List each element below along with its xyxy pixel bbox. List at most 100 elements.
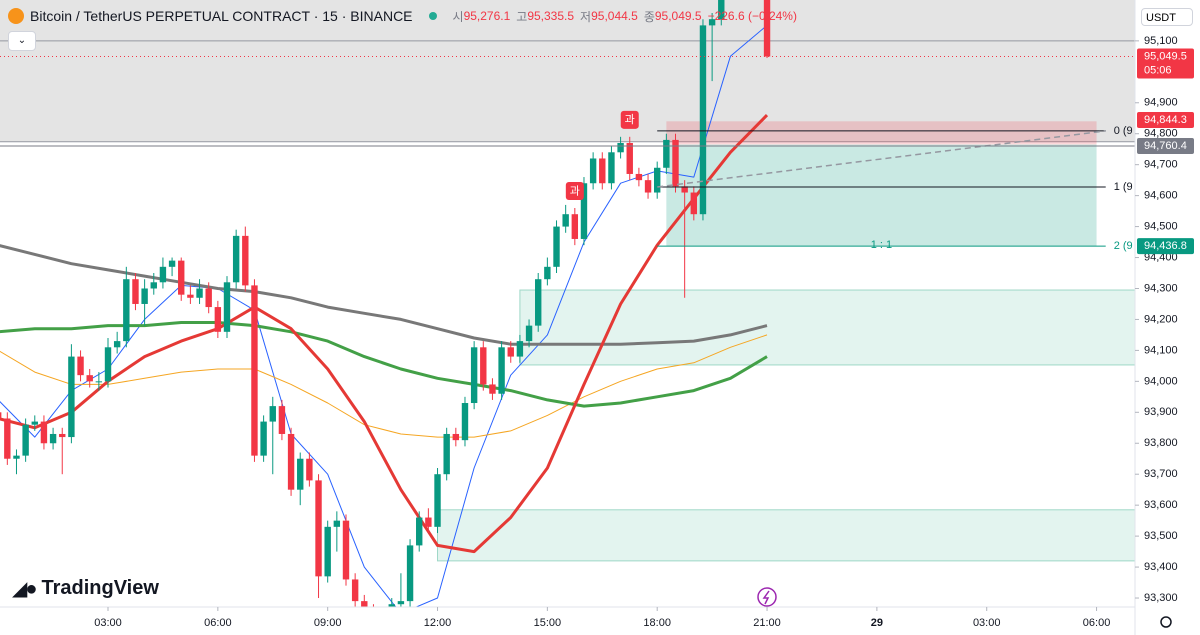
y-tick-label: 94,400 (1144, 251, 1178, 263)
y-tick-label: 93,500 (1144, 530, 1178, 542)
candle-body (461, 403, 469, 441)
open-value: 95,276.1 (463, 9, 511, 23)
brand-logo: ◢● (12, 578, 38, 600)
candle-body (507, 347, 514, 357)
ratio-label: 1 : 1 (871, 239, 892, 251)
y-tick-label: 94,200 (1144, 313, 1178, 325)
event-icon[interactable] (757, 587, 777, 607)
y-tick-label: 94,900 (1144, 97, 1178, 109)
open-key: 시 (452, 9, 464, 24)
signal-marker (565, 182, 584, 201)
candle-body (626, 143, 633, 174)
x-tick-label: 29 (871, 617, 883, 629)
candle-body (104, 347, 112, 382)
candle-body (178, 260, 185, 295)
candle-body (763, 0, 771, 57)
candle-body (306, 458, 313, 481)
candle-body (251, 285, 258, 456)
y-tick-label: 94,800 (1144, 128, 1178, 140)
candle-body (544, 266, 551, 280)
candle-body (580, 183, 588, 239)
symbol-title[interactable]: Bitcoin / TetherUS PERPETUAL CONTRACT · … (30, 8, 413, 24)
signal-label: 과 (570, 184, 580, 197)
x-tick-label: 21:00 (753, 617, 781, 629)
candle-body (425, 517, 432, 527)
candle-body (589, 158, 597, 184)
brand: ◢● TradingView (12, 576, 159, 601)
zone (437, 509, 1135, 562)
price-label: 94,436.8 (1144, 240, 1187, 252)
candle-body (77, 356, 84, 376)
candle-body (571, 214, 579, 239)
low-value: 95,044.5 (591, 9, 638, 23)
candle-body (718, 0, 725, 20)
candle-body (434, 474, 441, 527)
candle-body (86, 375, 93, 382)
candle-body (13, 455, 20, 459)
event-icon-bolt (762, 590, 770, 605)
trend-dash (657, 130, 1106, 188)
y-tick-label: 93,800 (1144, 437, 1178, 449)
candle-body (388, 604, 395, 607)
candle-body (242, 235, 249, 286)
candle-body (470, 347, 478, 404)
y-tick-label: 94,000 (1144, 375, 1178, 387)
x-tick-label: 09:00 (314, 617, 342, 629)
candle-body (223, 282, 231, 332)
close-key: 종 (643, 9, 655, 24)
candle-body (150, 282, 157, 289)
candle-body (132, 279, 139, 304)
candle-body (708, 19, 716, 26)
position-target (666, 144, 1097, 247)
candle-body (681, 186, 688, 193)
candle-body (287, 433, 295, 490)
candle-body (599, 158, 606, 184)
candle-body (0, 412, 2, 419)
candle-body (260, 421, 267, 456)
low-key: 저 (580, 9, 592, 24)
x-tick-label: 15:00 (534, 617, 562, 629)
moving-average (0, 334, 768, 438)
symbol-icon (8, 8, 24, 24)
zone (519, 289, 1135, 366)
y-tick-label: 94,500 (1144, 220, 1178, 232)
y-tick-label: 93,700 (1144, 468, 1178, 480)
y-tick-label: 95,100 (1144, 35, 1178, 47)
y-tick-label: 94,700 (1144, 159, 1178, 171)
fib-label: 1 (9 (1114, 181, 1133, 193)
candle-body (342, 520, 350, 580)
candle-body (535, 279, 542, 326)
close-value: 95,049.5 (654, 9, 702, 23)
candle-body (113, 341, 121, 348)
candle-body (663, 139, 670, 168)
candle-body (196, 288, 203, 298)
candle-body (22, 424, 29, 456)
collapse-button[interactable]: ⌄ (8, 31, 36, 51)
candle-body (617, 143, 624, 153)
price-label-box (1137, 48, 1194, 79)
candle-body (416, 517, 423, 546)
candle-body (324, 526, 331, 577)
candle-body (168, 260, 176, 267)
x-tick-label: 06:00 (204, 617, 232, 629)
x-tick-label: 03:00 (94, 617, 122, 629)
change-value: −226.6 (−0.24%) (707, 9, 797, 23)
candle-body (315, 480, 322, 577)
candle-body (159, 266, 167, 283)
currency-selector[interactable]: USDT (1141, 8, 1193, 26)
x-tick-label: 06:00 (1083, 617, 1111, 629)
settings-icon[interactable] (1160, 616, 1172, 628)
candle-body (59, 433, 66, 438)
x-tick-label: 12:00 (424, 617, 452, 629)
position-stop (666, 121, 1097, 145)
candle-body (498, 347, 505, 394)
candle-body (553, 226, 560, 267)
candle-body (95, 381, 103, 383)
candle-body (4, 418, 11, 459)
candle-body (379, 614, 385, 617)
candle-body (297, 458, 304, 490)
candle-body (699, 25, 707, 215)
zone (0, 0, 1135, 142)
